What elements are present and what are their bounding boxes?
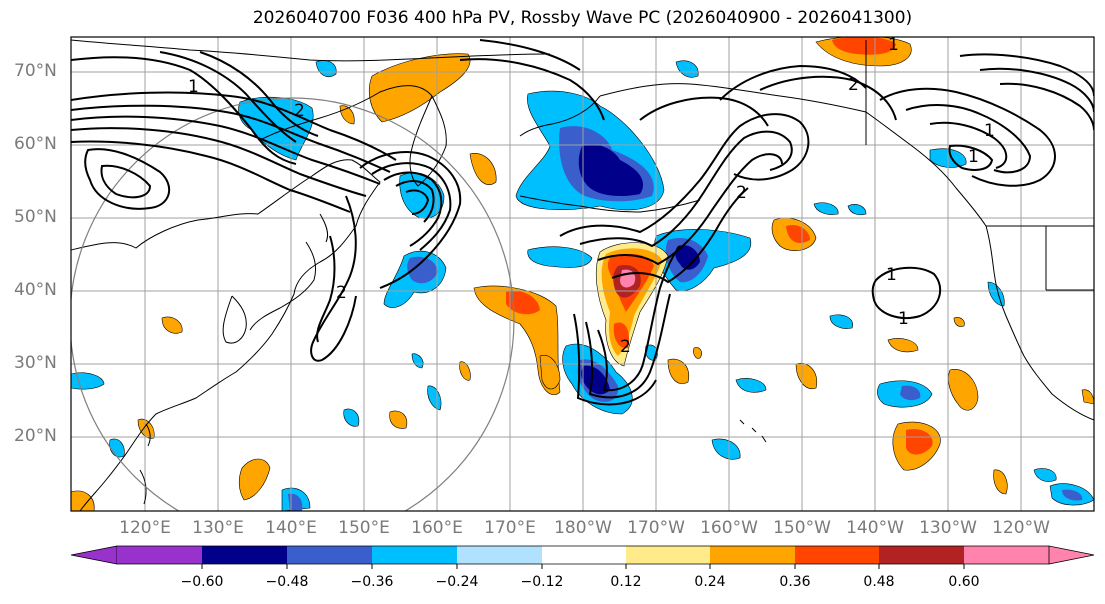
colorbar-extend-low	[70, 545, 118, 565]
contour-label: 2	[336, 283, 347, 303]
anomaly-negative	[527, 246, 593, 268]
lon-label: 140°E	[265, 518, 317, 538]
colorbar-tick-label: −0.36	[350, 574, 394, 590]
lon-label: 120°W	[992, 518, 1050, 538]
contour-label: 1	[984, 121, 995, 141]
anomaly-negative	[407, 256, 438, 284]
anomaly-negative	[1062, 489, 1083, 501]
colorbar-extend-high	[1048, 545, 1095, 565]
anomaly-positive	[137, 418, 155, 439]
anomaly-negative	[238, 96, 314, 161]
colorbar-tick-label: −0.60	[180, 574, 224, 590]
anomaly-negative	[411, 353, 424, 369]
anomaly-negative	[675, 245, 700, 270]
lat-label-70N: 70°N	[14, 61, 57, 81]
lon-label: 180°W	[554, 518, 612, 538]
anomaly-negative	[343, 408, 360, 427]
lon-label: 130°E	[192, 518, 244, 538]
reference-circle	[71, 97, 515, 511]
anomaly-positive	[948, 369, 979, 411]
graticule	[71, 37, 1094, 511]
contour-label: 2	[736, 183, 747, 203]
colorbar	[70, 545, 1095, 569]
anomaly-negative	[675, 60, 699, 78]
lon-label: 160°E	[411, 518, 463, 538]
anomaly-positive	[906, 428, 933, 455]
colorbar-tick-label: 0.12	[610, 574, 642, 590]
lat-label-50N: 50°N	[14, 207, 57, 227]
anomaly-negative	[900, 385, 921, 401]
contour-label: 1	[188, 77, 199, 97]
contour-label: 2	[848, 75, 859, 95]
colorbar-tick-label: 0.60	[948, 574, 980, 590]
anomaly-positive	[887, 338, 919, 353]
anomaly-positive	[953, 317, 965, 327]
anomaly-negative	[1033, 468, 1057, 482]
pv-contours	[71, 39, 1094, 406]
contour-label: 1	[898, 309, 909, 329]
anomaly-negative	[813, 202, 839, 215]
colorbar-tick-label: 0.48	[863, 574, 895, 590]
map-frame	[70, 36, 1095, 512]
contour-label: 2	[620, 337, 631, 357]
lon-label: 140°W	[846, 518, 904, 538]
colorbar-tick-label: 0.36	[779, 574, 811, 590]
lat-label-40N: 40°N	[14, 280, 57, 300]
lat-label-30N: 30°N	[14, 353, 57, 373]
anomaly-positive	[693, 347, 702, 359]
lon-label: 150°W	[773, 518, 831, 538]
contour-label: 1	[886, 265, 897, 285]
anomaly-positive	[667, 358, 690, 384]
anomaly-positive	[795, 362, 818, 390]
anomaly-positive	[161, 316, 183, 334]
anomaly-positive	[469, 153, 497, 185]
anomaly-negative	[288, 493, 303, 511]
lon-label: 120°E	[119, 518, 171, 538]
lon-label: 130°W	[919, 518, 977, 538]
coastlines	[71, 39, 1094, 511]
anomaly-positive	[786, 224, 810, 244]
anomaly-positive	[613, 322, 630, 349]
anomaly-negative	[71, 372, 105, 390]
colorbar-tick-label: −0.24	[435, 574, 479, 590]
lon-label: 150°E	[338, 518, 390, 538]
contour-label: 2	[294, 101, 305, 121]
anomaly-negative	[735, 378, 767, 393]
contour-label-group: 1 2 1 2 2 1 2 1 2 1 1	[188, 35, 995, 357]
anomaly-positive	[238, 458, 271, 501]
lat-label-20N: 20°N	[14, 426, 57, 446]
anomaly-positive	[1081, 389, 1094, 405]
anomaly-negative	[581, 365, 610, 395]
colorbar-tick-label: 0.24	[694, 574, 726, 590]
lon-label: 170°E	[484, 518, 536, 538]
lat-label-60N: 60°N	[14, 134, 57, 154]
anomaly-negative	[829, 314, 853, 329]
pv-anomaly-field	[71, 37, 1094, 511]
anomaly-positive	[506, 290, 540, 315]
anomaly-negative	[109, 438, 125, 458]
plot-title: 2026040700 F036 400 hPa PV, Rossby Wave …	[252, 8, 913, 28]
lon-label: 170°W	[627, 518, 685, 538]
lon-label: 160°W	[700, 518, 758, 538]
colorbar-tick-label: −0.48	[265, 574, 309, 590]
anomaly-negative	[847, 204, 867, 216]
anomaly-positive	[389, 410, 408, 429]
anomaly-positive	[993, 469, 1008, 495]
anomaly-negative	[578, 144, 644, 196]
anomaly-negative	[315, 60, 337, 77]
anomaly-negative	[711, 438, 741, 460]
contour-label: 1	[888, 35, 899, 55]
colorbar-tick-label: −0.12	[520, 574, 564, 590]
anomaly-positive	[832, 37, 896, 55]
anomaly-positive	[459, 361, 471, 381]
anomaly-negative	[427, 385, 442, 411]
contour-label: 1	[968, 147, 979, 167]
